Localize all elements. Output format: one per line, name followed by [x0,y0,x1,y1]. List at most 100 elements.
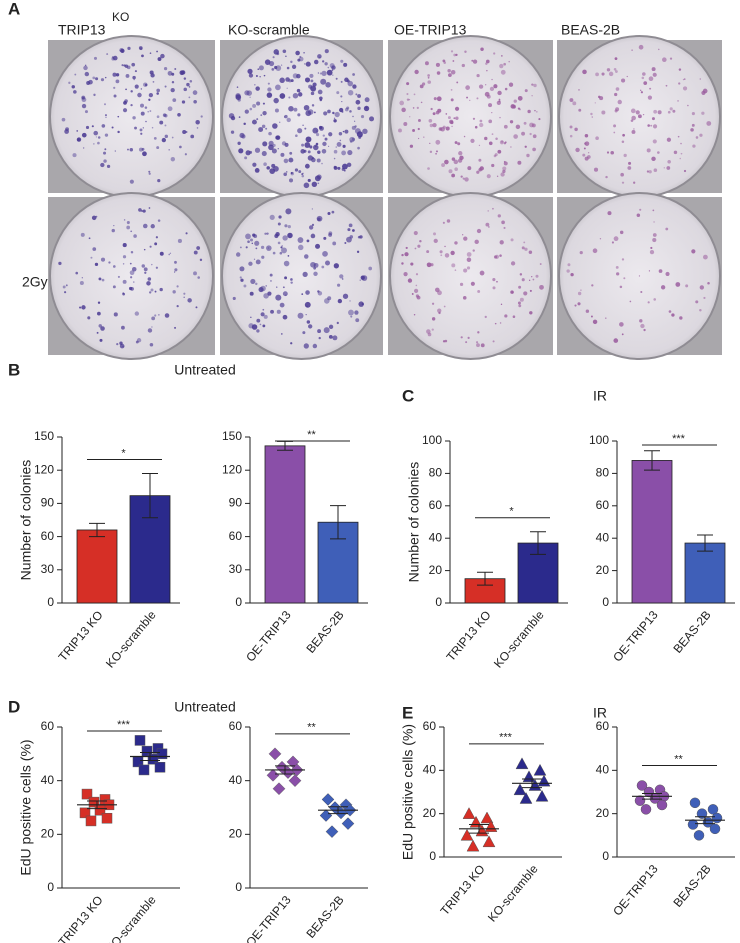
colony [281,247,287,254]
y-axis-label: Number of colonies [18,460,34,581]
colony [649,87,652,90]
colony [415,284,418,287]
error-bar [697,534,713,552]
colony [90,256,93,259]
colony [151,326,153,328]
colony [168,253,171,256]
error-bar [644,450,660,471]
colony [245,150,251,156]
colony [466,266,471,270]
colony [245,233,251,240]
colony [304,301,311,308]
colony [567,263,571,267]
colony [621,78,626,83]
colony [322,134,325,137]
colony [453,117,456,120]
colony [517,160,522,165]
colony [303,182,310,189]
colony [437,108,442,113]
colony [682,86,688,91]
colony [129,262,132,265]
colony [503,62,506,66]
colony [486,94,491,99]
colony [176,285,179,288]
colony [485,62,488,65]
colony [476,97,479,100]
colony [285,55,287,57]
colony [153,137,157,140]
colony [134,84,139,89]
colony [592,248,598,254]
colony [327,211,331,215]
colony [177,238,182,244]
colony [648,76,654,82]
colony [331,69,334,72]
colony [119,47,124,53]
colony [303,52,305,54]
colony [73,90,77,94]
colony [243,122,246,126]
colony [421,82,426,86]
colony [143,267,148,272]
colony [328,324,334,329]
colony [289,151,293,155]
colony [154,242,158,246]
colony [64,129,69,134]
colony [491,163,495,168]
y-tick-label: 80 [429,466,443,480]
colony [497,214,501,218]
colony [323,111,328,116]
colony [307,109,314,115]
colony [613,124,617,128]
colony [313,271,318,276]
colony [690,128,694,132]
chart: 0 30 60 90 120 150 OE-TRIP13 BEAS-2B ** [222,429,368,664]
colony [340,80,343,83]
colony [484,315,487,319]
colony [337,166,341,170]
colony [276,309,281,314]
colony [298,170,302,174]
colony [417,244,421,248]
colony [157,178,161,183]
colony [336,321,339,325]
colony [344,242,347,244]
colony [518,304,522,308]
y-tick-label: 40 [41,773,55,787]
colony [467,336,470,339]
colony [333,117,336,120]
colony [463,268,468,273]
row-label: 2Gy [22,274,48,290]
colony [369,116,375,122]
x-tick-label: BEAS-2B [670,862,713,910]
colony [100,257,106,262]
colony [411,293,414,295]
y-tick-label: 90 [41,496,55,510]
colony [305,61,311,67]
colony [433,232,436,236]
colony [266,245,272,251]
colony [115,79,120,84]
colony [170,157,176,162]
colony [480,47,484,51]
colony [156,88,161,93]
colony [427,74,430,77]
colony [647,95,653,100]
colony [614,57,618,61]
colony [270,309,274,314]
colony [174,326,176,329]
colony [293,107,298,112]
colony [317,329,322,334]
colony [274,108,279,113]
colony [264,59,271,65]
colony [305,290,310,295]
colony [499,140,504,145]
colony [72,153,77,158]
colony [196,246,201,250]
colony [269,168,276,174]
chart-title: IR [593,388,607,404]
colony [265,285,267,287]
colony [193,271,197,276]
colony [249,291,254,296]
colony [429,142,431,144]
